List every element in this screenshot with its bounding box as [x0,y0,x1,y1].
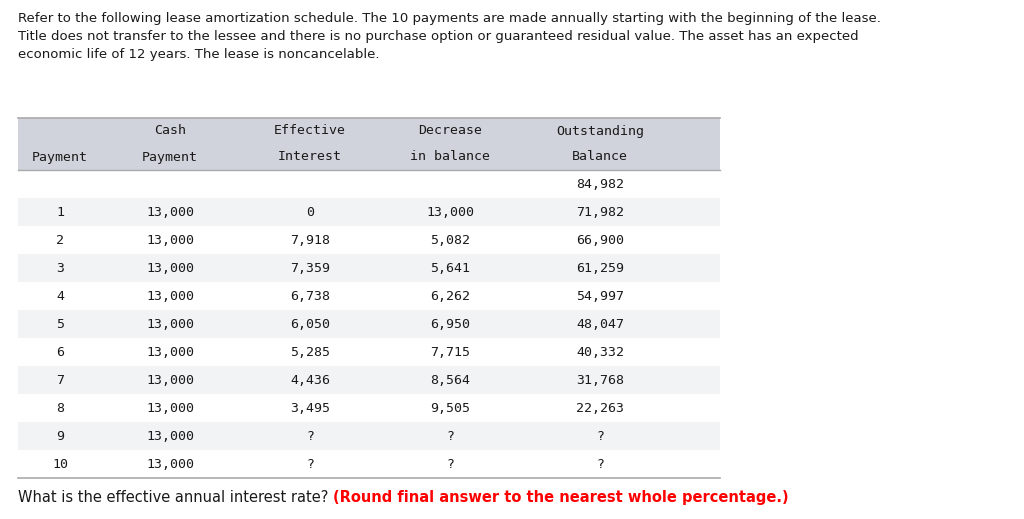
Text: 54,997: 54,997 [575,290,624,303]
Text: Decrease: Decrease [418,125,482,138]
Text: economic life of 12 years. The lease is noncancelable.: economic life of 12 years. The lease is … [18,48,380,61]
Text: 3: 3 [56,262,63,275]
Bar [18,254,720,282]
Bar [18,310,720,338]
Text: 6,262: 6,262 [430,290,470,303]
Text: 66,900: 66,900 [575,234,624,247]
Text: 31,768: 31,768 [575,374,624,387]
Text: ?: ? [306,458,314,471]
Text: 71,982: 71,982 [575,206,624,218]
Text: in balance: in balance [410,151,490,163]
Text: 5,082: 5,082 [430,234,470,247]
Text: 5: 5 [56,318,63,331]
Text: Effective: Effective [274,125,346,138]
Text: 3,495: 3,495 [290,402,330,415]
Text: 6: 6 [56,346,63,359]
Text: 13,000: 13,000 [426,206,474,218]
Bar [18,198,720,226]
Text: 5,641: 5,641 [430,262,470,275]
Text: 5,285: 5,285 [290,346,330,359]
Text: Cash: Cash [154,125,186,138]
Bar [18,450,720,478]
Text: 1: 1 [56,206,63,218]
Text: 84,982: 84,982 [575,177,624,190]
Text: 22,263: 22,263 [575,402,624,415]
Text: 48,047: 48,047 [575,318,624,331]
Text: 9,505: 9,505 [430,402,470,415]
Bar [18,226,720,254]
Text: 13,000: 13,000 [146,262,194,275]
Text: ?: ? [446,430,454,443]
Bar [18,394,720,422]
Text: 6,950: 6,950 [430,318,470,331]
Text: 2: 2 [56,234,63,247]
Text: 6,050: 6,050 [290,318,330,331]
Text: 0: 0 [306,206,314,218]
Text: 13,000: 13,000 [146,374,194,387]
Text: 9: 9 [56,430,63,443]
Text: Refer to the following lease amortization schedule. The 10 payments are made ann: Refer to the following lease amortizatio… [18,12,881,25]
Text: ?: ? [596,430,604,443]
Text: Balance: Balance [572,151,628,163]
Text: 13,000: 13,000 [146,458,194,471]
Text: 13,000: 13,000 [146,430,194,443]
Text: 13,000: 13,000 [146,290,194,303]
Text: 6,738: 6,738 [290,290,330,303]
Text: 13,000: 13,000 [146,206,194,218]
Text: Title does not transfer to the lessee and there is no purchase option or guarant: Title does not transfer to the lessee an… [18,30,859,43]
Text: Interest: Interest [278,151,342,163]
Text: ?: ? [596,458,604,471]
Text: 7,918: 7,918 [290,234,330,247]
Bar [18,366,720,394]
Bar [18,282,720,310]
Text: 4,436: 4,436 [290,374,330,387]
Text: 13,000: 13,000 [146,346,194,359]
Bar [18,118,720,170]
Text: ?: ? [306,430,314,443]
Text: 13,000: 13,000 [146,318,194,331]
Text: Payment: Payment [142,151,198,163]
Bar [18,338,720,366]
Text: Outstanding: Outstanding [556,125,644,138]
Text: Payment: Payment [32,151,88,163]
Bar [18,170,720,198]
Text: 7: 7 [56,374,63,387]
Text: 8: 8 [56,402,63,415]
Text: 13,000: 13,000 [146,234,194,247]
Text: 7,715: 7,715 [430,346,470,359]
Text: 10: 10 [52,458,68,471]
Text: (Round final answer to the nearest whole percentage.): (Round final answer to the nearest whole… [333,490,788,505]
Text: 7,359: 7,359 [290,262,330,275]
Text: 61,259: 61,259 [575,262,624,275]
Text: 4: 4 [56,290,63,303]
Text: 40,332: 40,332 [575,346,624,359]
Text: 13,000: 13,000 [146,402,194,415]
Text: 8,564: 8,564 [430,374,470,387]
Text: ?: ? [446,458,454,471]
Bar [18,422,720,450]
Text: What is the effective annual interest rate?: What is the effective annual interest ra… [18,490,333,505]
